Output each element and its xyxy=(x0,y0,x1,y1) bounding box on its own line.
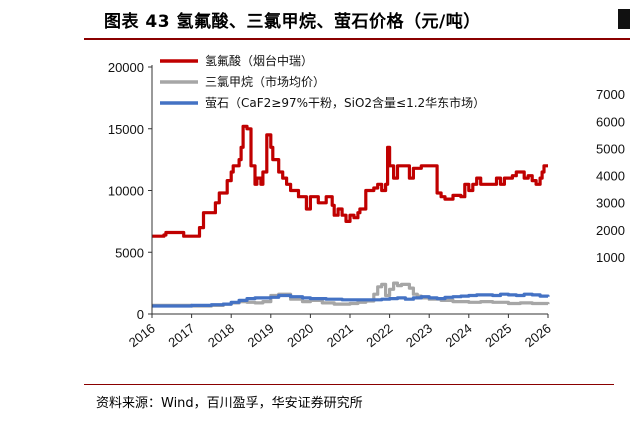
right-y-tick-label: 5000 xyxy=(596,141,625,156)
y-tick-label: 0 xyxy=(137,307,144,322)
y-tick-label: 10000 xyxy=(108,184,144,199)
x-tick-label: 2022 xyxy=(363,321,395,351)
x-tick-label: 2016 xyxy=(126,321,158,351)
page-title: 图表 43 氢氟酸、三氯甲烷、萤石价格（元/吨） xyxy=(104,12,481,32)
source-divider xyxy=(84,384,614,385)
series-lines xyxy=(152,124,550,308)
series-line-1 xyxy=(152,281,550,308)
y-tick-label: 20000 xyxy=(108,60,144,75)
x-tick-label: 2017 xyxy=(165,321,197,351)
source-note: 资料来源：Wind，百川盈孚，华安证券研究所 xyxy=(96,396,363,411)
legend-label-0: 氢氟酸（烟台中瑞） xyxy=(205,53,313,68)
x-tick-label: 2018 xyxy=(205,321,237,351)
right-y-tick-label: 7000 xyxy=(596,87,625,102)
x-tick-label: 2023 xyxy=(403,321,435,351)
right-y-tick-label: 6000 xyxy=(596,114,625,129)
right-y-tick-label: 4000 xyxy=(596,169,625,184)
right-y-tick-label: 1000 xyxy=(596,250,625,265)
series-line-0 xyxy=(152,124,548,238)
right-y-tick-label: 3000 xyxy=(596,196,625,211)
series-line-2 xyxy=(152,292,550,308)
legend: 氢氟酸（烟台中瑞） 三氯甲烷（市场均价） 萤石（CaF2≥97%干粉，SiO2含量≤… xyxy=(160,53,485,110)
x-tick-label: 2020 xyxy=(284,321,316,351)
y-tick-label: 15000 xyxy=(108,122,144,137)
adjacent-chart-title-fragment xyxy=(618,9,630,29)
right-axis: 1000 2000 3000 4000 5000 6000 7000 xyxy=(596,87,625,265)
right-y-tick-label: 2000 xyxy=(596,223,625,238)
legend-label-1: 三氯甲烷（市场均价） xyxy=(205,74,325,89)
x-tick-label: 2025 xyxy=(482,321,514,351)
legend-label-2: 萤石（CaF2≥97%干粉，SiO2含量≤1.2华东市场） xyxy=(205,95,485,110)
y-tick-label: 5000 xyxy=(115,245,144,260)
x-tick-label: 2019 xyxy=(245,321,277,351)
x-tick-label: 2024 xyxy=(443,321,475,351)
title-divider xyxy=(84,38,630,40)
x-tick-label: 2026 xyxy=(522,321,554,351)
x-tick-label: 2021 xyxy=(324,321,356,351)
